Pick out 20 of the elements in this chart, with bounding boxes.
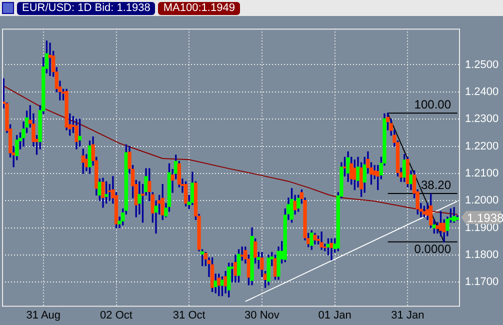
- y-tick-label: 1.2300: [465, 113, 499, 126]
- series-label: 100.00: [414, 97, 452, 112]
- x-tick-label: 02 Oct: [100, 309, 132, 322]
- y-tick-label: 1.2200: [465, 140, 499, 152]
- x-tick-label: 31 Oct: [172, 309, 206, 322]
- y-tick-label: 1.2500: [465, 58, 499, 71]
- y-tick-label: 1.2100: [465, 167, 499, 180]
- y-tick-label: 1.2400: [465, 86, 499, 98]
- x-tick-label: 31 Jan: [391, 309, 424, 322]
- x-tick-label: 31 Aug: [26, 309, 61, 322]
- text: 1.1938: [467, 210, 503, 225]
- text: MA100:1.1949: [158, 2, 240, 14]
- chart-title: EUR/USD: 1D Bid: 1.1938: [17, 2, 156, 14]
- x-tick-label: 01 Jan: [318, 309, 352, 322]
- x-tick-label: 30 Nov: [244, 309, 280, 322]
- y-tick-label: 1.1800: [465, 249, 499, 262]
- series-label: 38.20: [420, 178, 452, 192]
- y-tick-label: 1.1700: [465, 276, 499, 288]
- series-label: 0.0000: [414, 242, 452, 256]
- y-tick-label: 1.2000: [465, 194, 499, 207]
